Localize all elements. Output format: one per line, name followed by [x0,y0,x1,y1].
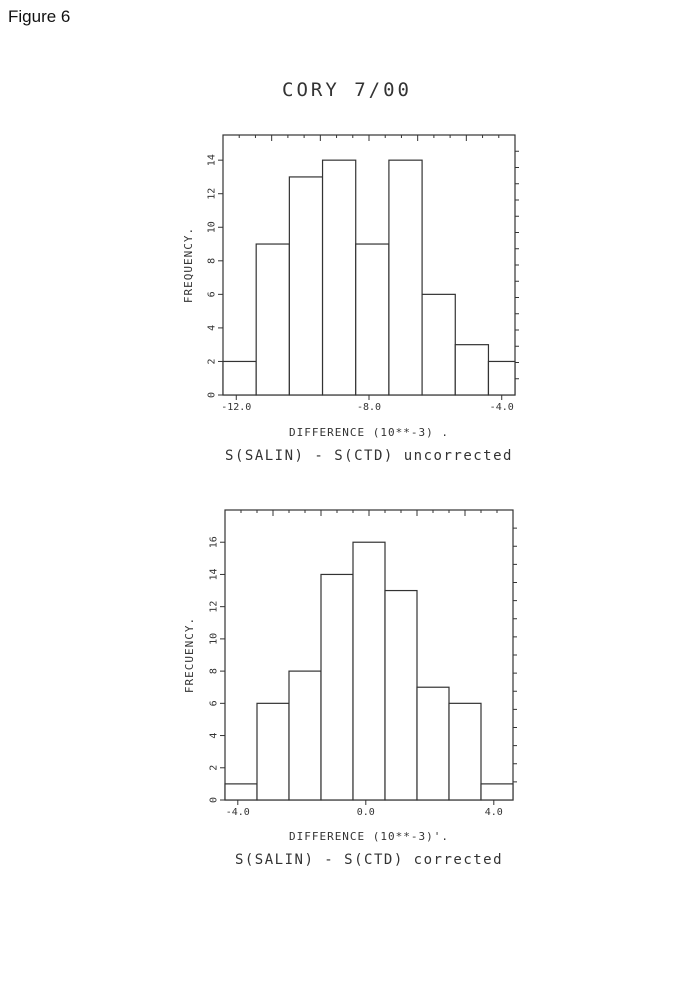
y-tick-label: 10 [209,633,220,645]
histogram-bar [320,573,354,801]
y-tick-label: 14 [209,568,220,580]
chart-caption: S(SALIN) - S(CTD) corrected [235,852,503,868]
y-tick-label: 8 [207,258,218,264]
figure-label: Figure 6 [8,7,71,26]
histogram-bar [480,783,514,801]
y-tick-label: 6 [209,700,220,706]
histogram-bar [448,702,482,801]
y-tick-label: 4 [209,733,220,739]
y-tick-label: 0 [209,797,220,803]
x-axis-label: DIFFERENCE (10**-3)'. [289,830,449,843]
y-axis-label: FREQUENCY. [182,227,195,303]
y-tick-label: 12 [207,188,218,200]
plot-frame [222,134,516,396]
y-tick-label: 4 [207,325,218,331]
histogram-bar [352,541,386,801]
histogram-bar [355,243,390,396]
histogram-bar [388,159,423,396]
x-tick-label: -4.0 [226,807,250,818]
histogram-bar [487,360,516,396]
y-tick-label: 2 [207,358,218,364]
histogram-bar [256,702,290,801]
x-tick-label: 0.0 [357,807,375,818]
y-tick-label: 10 [207,221,218,233]
histogram-bar [222,360,257,396]
y-tick-label: 12 [209,601,220,613]
histogram-bar [321,159,357,396]
x-tick-label: -8.0 [357,402,381,413]
x-tick-label: -4.0 [490,402,514,413]
histogram-bar [288,670,322,801]
histogram-bar [416,686,450,801]
histogram-bar [288,176,324,396]
x-tick-label: 4.0 [485,807,503,818]
y-tick-label: 14 [207,154,218,166]
y-axis-label: FRECUENCY. [183,617,196,693]
histogram-bar [454,344,490,396]
chart-title: CORY 7/00 [282,79,412,101]
y-tick-label: 0 [207,392,218,398]
y-tick-label: 16 [209,536,220,548]
histogram-bar [421,293,456,396]
histogram-bar [384,589,418,801]
histogram-bar [255,243,290,396]
y-tick-label: 2 [209,765,220,771]
histogram-bar [224,783,258,801]
plot-frame [224,509,514,801]
x-axis-label: DIFFERENCE (10**-3) . [289,426,449,439]
y-tick-label: 8 [209,668,220,674]
y-tick-label: 6 [207,291,218,297]
chart-caption: S(SALIN) - S(CTD) uncorrected [225,448,513,464]
x-tick-label: -12.0 [221,402,251,413]
